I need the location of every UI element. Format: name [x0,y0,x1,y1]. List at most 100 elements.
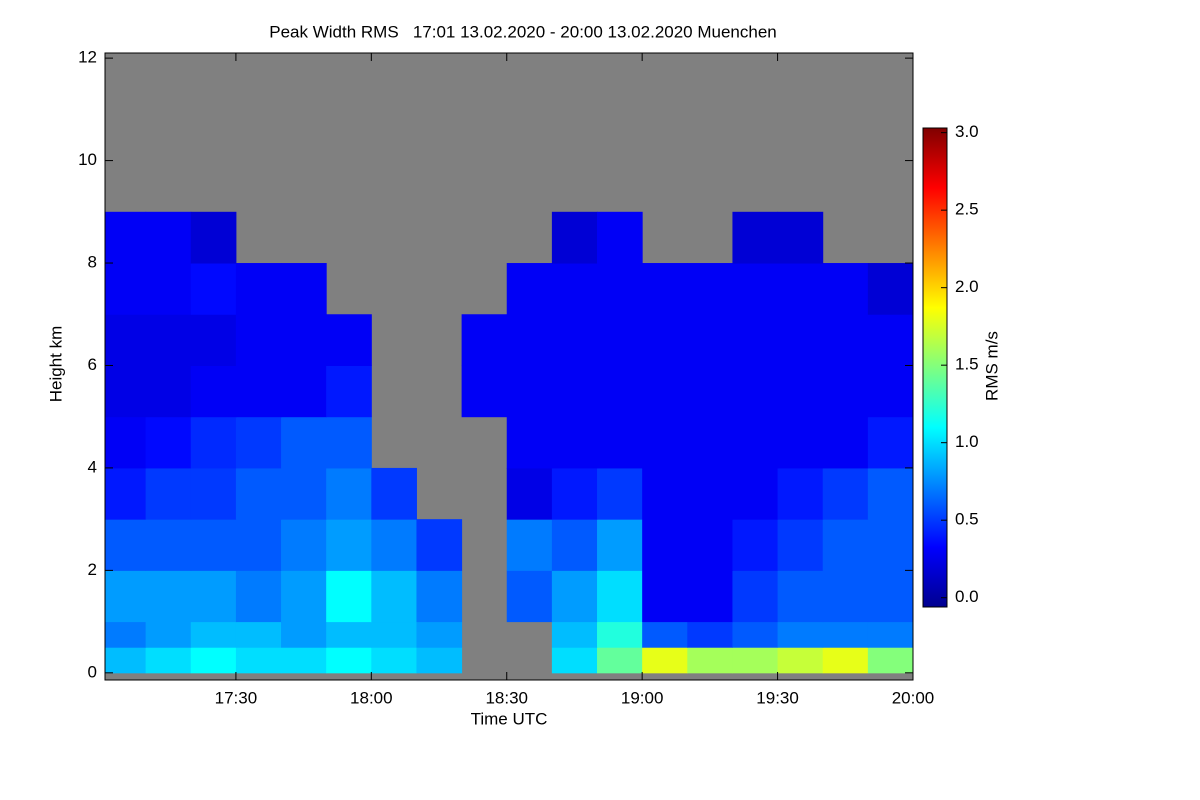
colorbar-tick-label: 1.0 [955,432,979,451]
heatmap-cell [416,647,463,674]
heatmap-cell [732,519,779,571]
y-tick-label: 8 [88,253,97,272]
heatmap-cell [597,416,643,469]
heatmap-cell [551,263,598,315]
heatmap-cell [281,570,327,623]
heatmap-cell [732,647,779,674]
heatmap-cell [190,263,237,315]
heatmap-cell [326,314,372,366]
heatmap-cell [597,621,643,648]
heatmap-cell [235,416,282,469]
colorbar-tick-label: 3.0 [955,122,979,141]
heatmap-cell [822,416,869,469]
heatmap-cell [687,263,733,315]
heatmap-cell [551,621,598,648]
heatmap-cell [281,519,327,571]
heatmap-cell [105,570,147,623]
heatmap-cell [867,416,914,469]
heatmap-cell [371,621,417,648]
heatmap-cell [732,211,779,264]
x-tick-label: 17:30 [215,688,258,707]
heatmap-cell [732,263,779,315]
heatmap-cell [105,211,147,264]
heatmap-cell [777,647,824,674]
heatmap-cell [190,314,237,366]
heatmap-cell [867,467,914,520]
heatmap-cell [867,365,914,418]
x-tick-label: 20:00 [892,688,935,707]
heatmap-cell [105,519,147,571]
heatmap-cell [597,467,643,520]
heatmap-cell [190,467,237,520]
heatmap-cell [145,263,192,315]
heatmap-cell [551,416,598,469]
heatmap-cell [105,647,147,674]
heatmap-cell [281,647,327,674]
heatmap-cell [506,416,553,469]
y-tick-label: 0 [88,662,97,681]
heatmap-cell [597,314,643,366]
colorbar-label: RMS m/s [982,331,1001,401]
x-tick-label: 18:30 [485,688,528,707]
heatmap-cell [416,621,463,648]
heatmap-cell [416,570,463,623]
heatmap-cell [190,416,237,469]
heatmap-cell [687,621,733,648]
heatmap-cell [326,647,372,674]
chart-title: Peak Width RMS 17:01 13.02.2020 - 20:00 … [269,22,777,41]
heatmap-cell [461,314,508,366]
y-tick-label: 4 [88,457,97,476]
heatmap-cell [732,467,779,520]
heatmap-cell [777,519,824,571]
heatmap-cell [371,519,417,571]
heatmap-cell [687,365,733,418]
heatmap-cell [597,365,643,418]
heatmap-cell [732,314,779,366]
plot-frame [104,52,914,681]
heatmap-cell [506,365,553,418]
heatmap-cell [235,314,282,366]
heatmap-cell [822,263,869,315]
heatmap-cell [190,519,237,571]
heatmap-cell [551,570,598,623]
heatmap-cell [235,519,282,571]
heatmap-cell [371,647,417,674]
heatmap-cell [597,570,643,623]
heatmap-cell [506,519,553,571]
heatmap-cell [642,467,688,520]
heatmap-cell [867,314,914,366]
heatmap-cell [235,647,282,674]
colorbar-tick-label: 2.5 [955,200,979,219]
heatmap-cell [281,467,327,520]
heatmap-cell [551,467,598,520]
heatmap-cell [597,519,643,571]
heatmap-cell [867,519,914,571]
colorbar-tick-label: 0.0 [955,587,979,606]
heatmap-cell [145,570,192,623]
heatmap-cell [822,570,869,623]
heatmap-cell [145,467,192,520]
heatmap-cell [732,365,779,418]
heatmap-cell [281,416,327,469]
heatmap-cell [822,647,869,674]
heatmap-cell [777,416,824,469]
heatmap-cell [687,416,733,469]
colorbar-tick-label: 1.5 [955,355,979,374]
heatmap-cell [551,365,598,418]
heatmap-cell [822,621,869,648]
heatmap-cell [145,647,192,674]
heatmap-cell [867,263,914,315]
heatmap-cell [597,211,643,264]
heatmap-cell [190,570,237,623]
heatmap-cell [642,416,688,469]
heatmap-cell [551,314,598,366]
heatmap-cell [642,621,688,648]
heatmap-cell [687,519,733,571]
heatmap-cell [732,621,779,648]
heatmap-cell [642,263,688,315]
heatmap-cell [235,263,282,315]
heatmap-cell [687,647,733,674]
heatmap-cell [506,570,553,623]
heatmap-cell [190,365,237,418]
